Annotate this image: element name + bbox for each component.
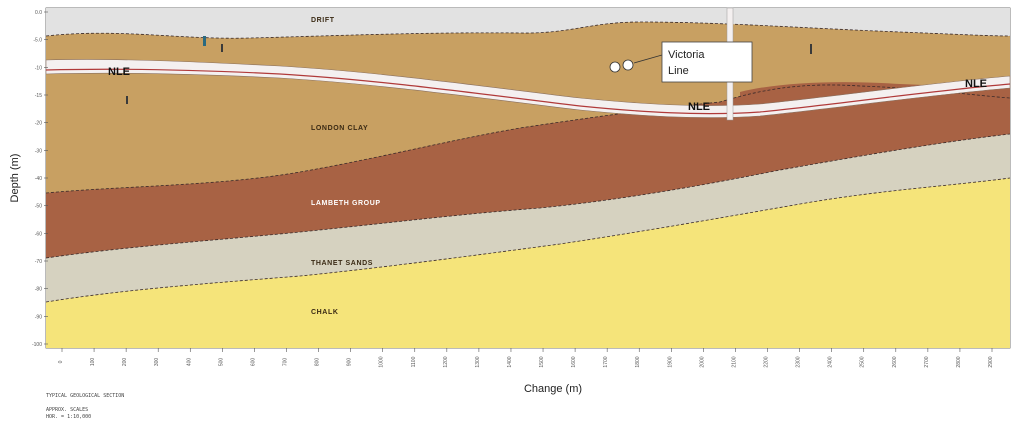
y-tick-label: -60 — [35, 231, 42, 237]
x-tick-label: 500 — [218, 358, 224, 367]
x-tick-label: 1300 — [475, 356, 481, 367]
y-tick-label: -50 — [35, 204, 42, 210]
x-tick-label: 2200 — [764, 356, 770, 367]
y-tick-label: -70 — [35, 259, 42, 265]
callout-line-2: Line — [668, 65, 689, 77]
y-tick-label: -90 — [35, 314, 42, 320]
y-axis-title: Depth (m) — [9, 154, 21, 203]
y-tick-label: -15 — [35, 93, 42, 99]
drift-base-boundary — [45, 21, 1011, 39]
x-tick-label: 1900 — [667, 356, 673, 367]
x-tick-label: 400 — [186, 358, 192, 367]
x-tick-label: 700 — [282, 358, 288, 367]
x-tick-label: 600 — [250, 358, 256, 367]
victoria-line-callout-box — [661, 41, 753, 83]
london-clay-base-boundary — [45, 84, 1011, 194]
scale-note-2: HOR. = 1:10,000 — [46, 414, 91, 420]
chalk-layer — [46, 178, 1010, 348]
x-tick-label: 2700 — [924, 356, 930, 367]
borehole-marker-3 — [126, 96, 128, 104]
borehole-marker-4 — [810, 44, 812, 54]
x-axis-ticks: 0 100 200 300 400 500 600 700 800 900 1000 1100 1200… — [58, 348, 994, 368]
y-tick-label: -5.0 — [33, 38, 42, 44]
lambeth-group-label: LAMBETH GROUP — [311, 200, 381, 207]
nle-label-center: NLE — [688, 101, 710, 113]
x-tick-label: 800 — [315, 358, 321, 367]
x-tick-label: 2500 — [860, 356, 866, 367]
x-tick-label: 2900 — [988, 356, 994, 367]
x-tick-label: 100 — [90, 358, 96, 367]
x-tick-label: 1500 — [539, 356, 545, 367]
x-tick-label: 1600 — [571, 356, 577, 367]
scale-note-1: APPROX. SCALES — [46, 407, 88, 413]
x-tick-label: 2600 — [892, 356, 898, 367]
y-tick-label: 0.0 — [35, 10, 42, 16]
borehole-marker-1 — [203, 36, 206, 46]
nle-tunnel-stripe — [45, 68, 1011, 115]
victoria-line-tunnel-1 — [609, 61, 621, 73]
x-tick-label: 1200 — [443, 356, 449, 367]
callout-line-1: Victoria — [668, 49, 705, 61]
y-tick-label: -10 — [35, 65, 42, 71]
x-tick-label: 2400 — [828, 356, 834, 367]
x-axis-title: Change (m) — [524, 383, 582, 395]
nle-label-right: NLE — [965, 78, 987, 90]
y-axis-ticks: 0.0 -5.0 -10 -15 -20 -30 -40 -50 -60 -70 -80 -90 -10… — [32, 10, 48, 348]
y-tick-label: -30 — [35, 148, 42, 154]
x-tick-label: 2000 — [699, 356, 705, 367]
lambeth-base-boundary — [45, 133, 1011, 259]
thanet-sands-label: THANET SANDS — [311, 260, 373, 267]
victoria-line-tunnel-2 — [622, 59, 634, 71]
y-tick-label: -20 — [35, 121, 42, 127]
london-clay-label: LONDON CLAY — [311, 125, 368, 132]
borehole-marker-2 — [221, 44, 223, 52]
chalk-top-boundary — [45, 177, 1011, 303]
y-tick-label: -40 — [35, 176, 42, 182]
nle-label-left: NLE — [108, 66, 130, 78]
x-tick-label: 900 — [347, 358, 353, 367]
x-tick-label: 0 — [58, 360, 64, 363]
x-tick-label: 1000 — [379, 356, 385, 367]
x-tick-label: 2300 — [796, 356, 802, 367]
x-tick-label: 1100 — [411, 356, 417, 367]
x-tick-label: 2100 — [731, 356, 737, 367]
x-tick-label: 1800 — [635, 356, 641, 367]
y-tick-label: -100 — [32, 342, 42, 348]
y-tick-label: -80 — [35, 287, 42, 293]
chalk-label: CHALK — [311, 309, 339, 316]
x-tick-label: 200 — [122, 358, 128, 367]
section-title-note: TYPICAL GEOLOGICAL SECTION — [46, 393, 124, 399]
drift-label: DRIFT — [311, 17, 335, 24]
x-tick-label: 2800 — [956, 356, 962, 367]
x-tick-label: 300 — [154, 358, 160, 367]
callout-leader — [633, 54, 663, 64]
x-tick-label: 1400 — [507, 356, 513, 367]
x-tick-label: 1700 — [603, 356, 609, 367]
